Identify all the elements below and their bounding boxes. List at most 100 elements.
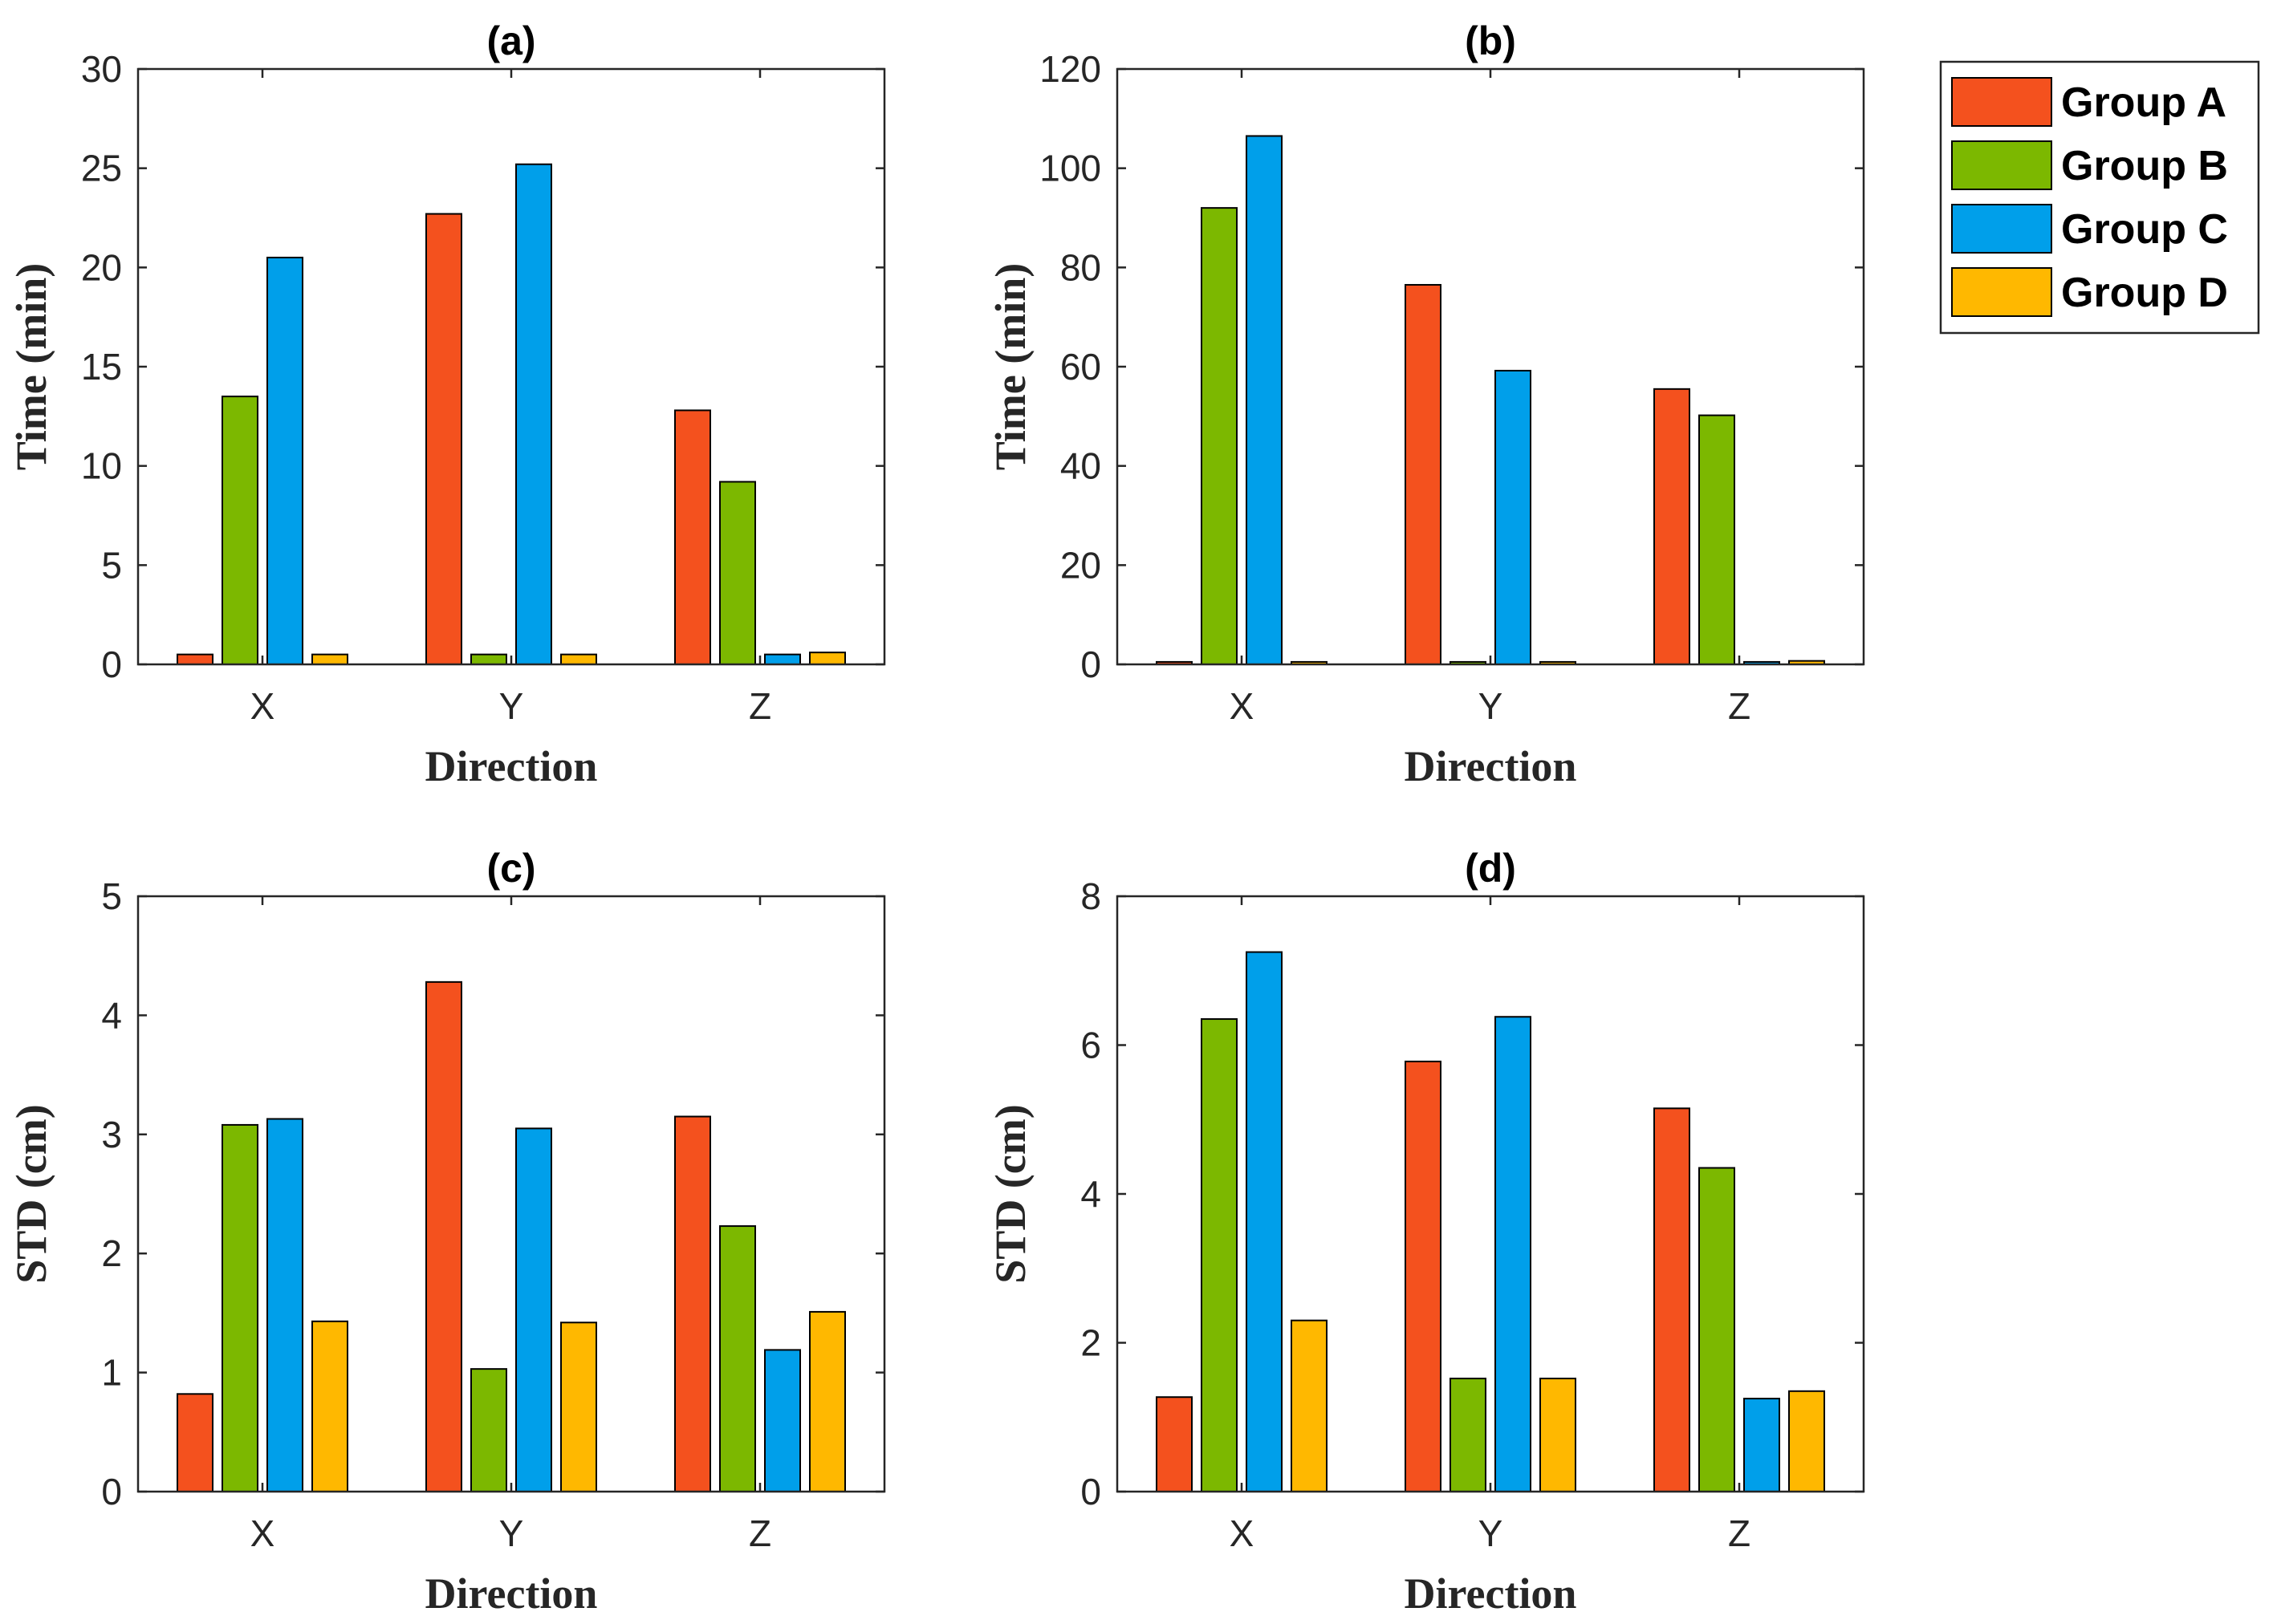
ytick-label-c: 0 (101, 1471, 122, 1512)
xtick-label-b: Y (1478, 685, 1503, 727)
bar-b-group-c-x (1246, 135, 1283, 666)
bar-d-group-b-y (1450, 1378, 1486, 1493)
legend-label-group-d: Group D (2061, 270, 2228, 316)
bar-a-group-d-y (560, 653, 597, 666)
xtick-label-c: X (250, 1512, 275, 1554)
bar-c-group-a-x (177, 1393, 213, 1493)
bar-a-group-c-y (515, 163, 552, 666)
xtick-label-c: Z (749, 1512, 771, 1554)
xtick-label-b: X (1230, 685, 1254, 727)
ytick-label-b: 120 (1039, 48, 1101, 90)
legend-label-group-b: Group B (2061, 143, 2228, 189)
ylabel-c: STD (cm) (7, 1104, 55, 1283)
chart-panel-d: 0 2 4 6 8 X Y Z Direction STD (cm) (d) (986, 846, 1865, 1618)
ytick-label-b: 60 (1060, 346, 1101, 388)
panel-title-c: (c) (486, 846, 535, 891)
ytick-label-b: 40 (1060, 445, 1101, 487)
ytick-label-c: 3 (101, 1114, 122, 1155)
bar-a-group-b-z (719, 481, 756, 665)
xtick-label-c: Y (499, 1512, 524, 1554)
bar-a-group-b-y (470, 653, 507, 666)
chart-panel-b: 0 20 40 60 80 100 120 X Y Z Direction Time (min) (b) (986, 18, 1865, 790)
chart-panel-a: 0 5 10 15 20 25 30 X Y Z Direction Time (min) (a) (7, 18, 886, 790)
xtick-label-a: X (250, 685, 275, 727)
bar-c-group-c-z (764, 1349, 801, 1493)
bar-a-group-a-y (425, 213, 462, 665)
bar-b-group-b-z (1698, 414, 1735, 665)
bar-c-group-d-y (560, 1322, 597, 1492)
ytick-label-a: 15 (81, 346, 122, 388)
ytick-label-a: 5 (101, 544, 122, 586)
bar-d-group-a-y (1405, 1060, 1441, 1492)
bar-c-group-b-z (719, 1225, 756, 1492)
legend-swatch-group-b (1951, 140, 2052, 190)
ytick-label-c: 2 (101, 1232, 122, 1274)
legend: Group A Group B Group C Group D (1939, 60, 2260, 335)
xtick-label-d: Y (1478, 1512, 1503, 1554)
bar-d-group-d-x (1291, 1319, 1328, 1493)
ytick-label-d: 8 (1080, 875, 1101, 917)
ytick-label-d: 0 (1080, 1471, 1101, 1512)
ytick-label-a: 10 (81, 445, 122, 487)
bar-d-group-b-x (1201, 1018, 1238, 1492)
bar-d-group-a-x (1156, 1396, 1193, 1493)
ytick-label-a: 25 (81, 148, 122, 189)
bar-b-group-c-y (1494, 369, 1531, 665)
panel-title-b: (b) (1465, 18, 1516, 63)
bar-c-group-b-y (470, 1368, 507, 1492)
ytick-label-a: 20 (81, 246, 122, 288)
legend-swatch-group-a (1951, 77, 2052, 127)
bar-d-group-d-z (1788, 1390, 1825, 1492)
bar-c-group-b-x (222, 1123, 258, 1492)
bar-a-group-b-x (222, 396, 258, 665)
bar-c-group-a-y (425, 980, 462, 1492)
ytick-label-b: 80 (1060, 246, 1101, 288)
xlabel-d: Direction (1405, 1569, 1577, 1618)
bar-a-group-c-x (266, 256, 303, 665)
legend-swatch-group-c (1951, 204, 2052, 254)
bar-d-group-b-z (1698, 1167, 1735, 1492)
xtick-label-d: X (1230, 1512, 1254, 1554)
xlabel-b: Direction (1405, 742, 1577, 790)
legend-label-group-c: Group C (2061, 206, 2228, 253)
bar-c-group-c-y (515, 1127, 552, 1492)
ytick-label-a: 30 (81, 48, 122, 90)
legend-label-group-a: Group A (2061, 79, 2226, 126)
xtick-label-a: Z (749, 685, 771, 727)
bar-b-group-b-x (1201, 207, 1238, 665)
bar-a-group-c-z (764, 653, 801, 666)
ylabel-b: Time (min) (986, 263, 1035, 470)
ytick-label-c: 5 (101, 875, 122, 917)
bar-d-group-a-z (1653, 1107, 1690, 1493)
bar-a-group-a-x (177, 653, 213, 666)
ylabel-d: STD (cm) (986, 1104, 1035, 1283)
bar-c-group-d-x (311, 1320, 348, 1492)
bar-c-group-d-z (809, 1310, 846, 1493)
bar-c-group-c-x (266, 1118, 303, 1493)
ytick-label-d: 4 (1080, 1173, 1101, 1215)
ytick-label-d: 2 (1080, 1322, 1101, 1364)
bar-a-group-a-z (674, 409, 711, 665)
ytick-label-c: 1 (101, 1352, 122, 1394)
bar-c-group-a-z (674, 1115, 711, 1493)
bar-d-group-d-y (1539, 1378, 1576, 1493)
legend-swatch-group-d (1951, 267, 2052, 317)
chart-panel-c: 0 1 2 3 4 5 X Y Z Direction STD (cm) (c) (7, 846, 886, 1618)
xlabel-a: Direction (425, 742, 598, 790)
bar-a-group-d-z (809, 652, 846, 665)
bar-a-group-d-x (311, 653, 348, 666)
xtick-label-b: Z (1728, 685, 1750, 727)
bar-d-group-c-y (1494, 1016, 1531, 1492)
bar-b-group-a-z (1653, 388, 1690, 665)
ytick-label-d: 6 (1080, 1025, 1101, 1066)
ytick-label-b: 100 (1039, 148, 1101, 189)
bar-d-group-c-z (1743, 1398, 1780, 1492)
ytick-label-b: 0 (1080, 644, 1101, 685)
ylabel-a: Time (min) (7, 263, 55, 470)
xtick-label-d: Z (1728, 1512, 1750, 1554)
ytick-label-c: 4 (101, 994, 122, 1036)
bar-b-group-a-y (1405, 283, 1441, 665)
bar-d-group-c-x (1246, 951, 1283, 1492)
